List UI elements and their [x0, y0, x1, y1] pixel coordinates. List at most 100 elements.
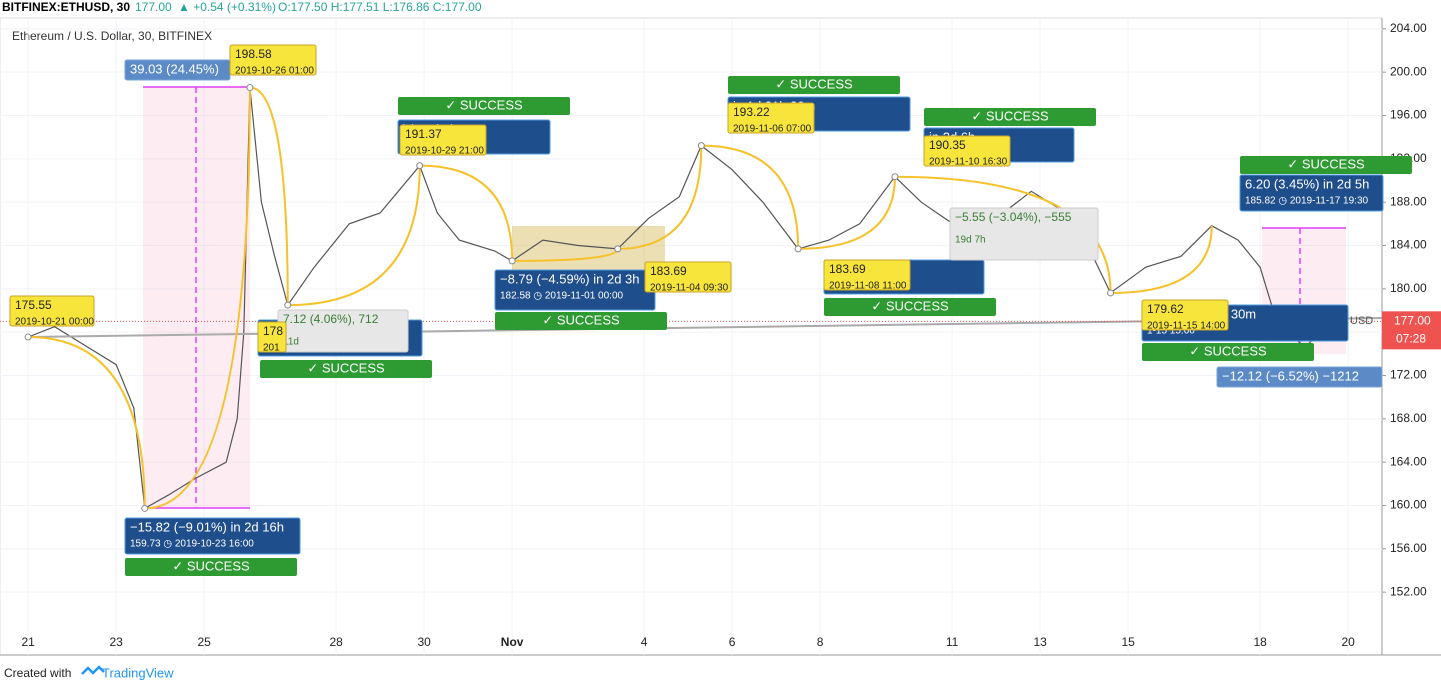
- success-tag: [1240, 156, 1412, 174]
- tv-logo: [81, 665, 105, 675]
- annotation-text: 2019-11-15 14:00: [1147, 321, 1226, 332]
- header-change: ▲ +0.54 (+0.31%): [178, 0, 276, 14]
- pivot-dot: [508, 257, 516, 265]
- annotation-text: 193.22: [733, 105, 770, 119]
- x-tick-label: 30: [417, 635, 431, 649]
- annotation-text: 191.37: [405, 127, 442, 141]
- y-tick-label: 172.00: [1390, 368, 1427, 382]
- arrow-curve: [701, 144, 800, 249]
- annotation-text: 7.12 (4.06%), 712: [283, 312, 379, 326]
- x-tick-label: 8: [817, 635, 824, 649]
- pivot-dot: [416, 162, 424, 170]
- arrow-curve: [1110, 225, 1213, 294]
- success-tag: [728, 76, 900, 94]
- y-tick-label: 152.00: [1390, 584, 1427, 598]
- y-tick-label: 168.00: [1390, 411, 1427, 425]
- footer-created: Created with: [4, 666, 71, 680]
- success-label: ✓ SUCCESS: [1189, 343, 1267, 358]
- x-tick-label: 15: [1121, 635, 1135, 649]
- x-tick-label: 18: [1253, 635, 1267, 649]
- x-tick-label: 28: [329, 635, 343, 649]
- price-tag-label: 177.00: [1394, 314, 1431, 328]
- annotation-box: [1141, 299, 1229, 331]
- chart-title: Ethereum / U.S. Dollar, 30, BITFINEX: [12, 29, 212, 43]
- footer-brand[interactable]: TradingView: [102, 665, 174, 680]
- success-label: ✓ SUCCESS: [775, 76, 853, 91]
- annotation-text: 159.73 ◷ 2019-10-23 16:00: [130, 539, 254, 550]
- success-tag: [398, 97, 570, 115]
- arrow-curve: [419, 164, 514, 261]
- annotation-box: [727, 102, 815, 134]
- annotation-text: 2019-11-04 09:30: [650, 283, 729, 294]
- success-tag: [1142, 343, 1314, 361]
- success-tag: [924, 108, 1096, 126]
- x-tick-label: Nov: [501, 635, 524, 649]
- success-tag: [495, 312, 667, 330]
- x-tick-label: 13: [1033, 635, 1047, 649]
- annotation-box: [399, 124, 487, 156]
- header-symbol: BITFINEX:ETHUSD, 30: [2, 0, 130, 14]
- annotation-text: 201: [263, 343, 280, 354]
- annotation-text: 2019-10-21 00:00: [15, 317, 94, 328]
- price-line: [27, 87, 1331, 510]
- pivot-dot: [1107, 289, 1115, 297]
- annotation-text: −15.82 (−9.01%) in 2d 16h: [130, 519, 284, 534]
- annotation-box: [644, 261, 732, 293]
- annotation-text: 19d 7h: [955, 235, 986, 246]
- arrow-curve: [28, 336, 146, 509]
- header-last: 177.00: [135, 0, 172, 14]
- price-tag-countdown: 07:28: [1396, 332, 1426, 346]
- x-tick-label: 25: [197, 635, 211, 649]
- annotation-box: [9, 295, 95, 327]
- y-tick-label: 180.00: [1390, 281, 1427, 295]
- x-tick-label: 23: [109, 635, 123, 649]
- annotation-text: 190.35: [929, 138, 966, 152]
- annotation-text: 183.69: [829, 262, 866, 276]
- annotation-text: 2019-11-06 07:00: [733, 124, 812, 135]
- annotation-text: 185.82 ◷ 2019-11-17 19:30: [1245, 196, 1369, 207]
- annotation-box: [949, 207, 1099, 261]
- annotation-text: 6.20 (3.45%) in 2d 5h: [1245, 176, 1369, 191]
- annotation-text: −8.79 (−4.59%) in 2d 3h: [500, 271, 640, 286]
- annotation-text: 39.03 (24.45%): [130, 61, 219, 76]
- success-tag: [125, 558, 297, 576]
- annotation-text: 179.62: [1147, 302, 1184, 316]
- annotation-text: 198.58: [235, 47, 272, 61]
- pivot-dot: [891, 173, 899, 181]
- annotation-box: [229, 44, 317, 76]
- x-tick-label: 4: [641, 635, 648, 649]
- arrow-curve: [249, 86, 289, 306]
- annotation-text: 2019-11-08 11:00: [829, 281, 907, 292]
- pivot-dot: [141, 504, 149, 512]
- header-ohlc: O:177.50 H:177.51 L:176.86 C:177.00: [278, 0, 482, 14]
- pivot-dot: [24, 333, 32, 341]
- x-tick-label: 11: [946, 635, 959, 649]
- success-label: ✓ SUCCESS: [971, 108, 1049, 123]
- annotation-box: [1239, 174, 1384, 212]
- x-tick-label: 6: [729, 635, 736, 649]
- success-label: ✓ SUCCESS: [445, 97, 523, 112]
- success-label: ✓ SUCCESS: [307, 360, 385, 375]
- annotation-box: [124, 517, 301, 555]
- arrow-curve: [894, 175, 1112, 293]
- pivot-dot: [284, 301, 292, 309]
- annotation-box: [1216, 366, 1383, 388]
- arrow-curve: [798, 176, 896, 250]
- annotation-box: [923, 135, 1011, 167]
- y-tick-label: 184.00: [1390, 238, 1427, 252]
- annotation-box: [823, 259, 911, 291]
- success-label: ✓ SUCCESS: [1287, 156, 1365, 171]
- date-range-box: [512, 226, 665, 270]
- annotation-text: 183.69: [650, 264, 687, 278]
- annotation-text: −5.55 (−3.04%), −555: [955, 210, 1072, 224]
- pivot-dot: [794, 245, 802, 253]
- y-tick-label: 196.00: [1390, 108, 1427, 122]
- annotation-text: 175.55: [15, 298, 52, 312]
- annotation-text: 11d: [283, 337, 299, 348]
- annotation-text: 2019-10-26 01:00: [235, 66, 314, 77]
- success-label: ✓ SUCCESS: [871, 298, 949, 313]
- success-label: ✓ SUCCESS: [172, 558, 250, 573]
- annotation-text: 182.58 ◷ 2019-11-01 00:00: [500, 291, 624, 302]
- success-tag: [260, 360, 432, 378]
